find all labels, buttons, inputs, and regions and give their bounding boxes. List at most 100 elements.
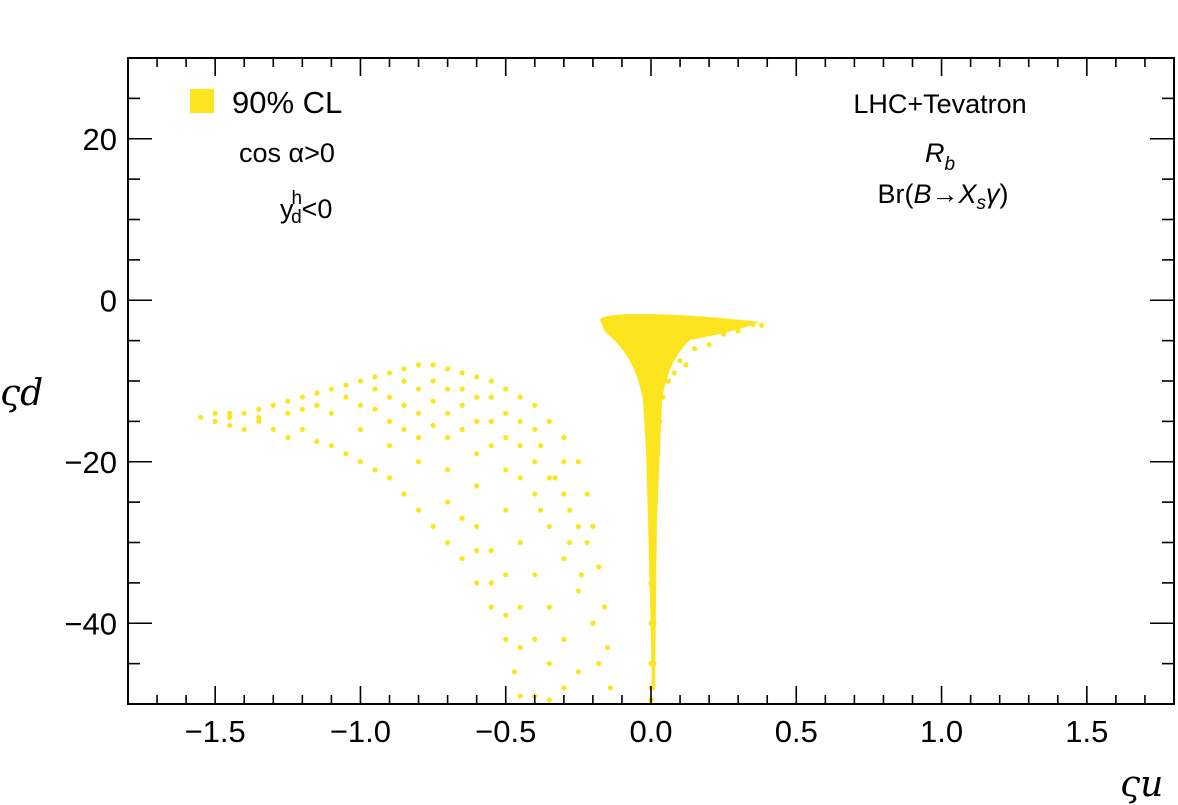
data-point-s0-65 [503,410,509,416]
data-point-s0-27 [584,491,590,497]
data-point-s0-45 [386,475,393,481]
data-point-s0-4 [256,406,262,412]
data-point-s0-39 [299,426,305,433]
axis-tick-labels: −1.5 −1.0 −0.5 0.0 0.5 1.0 1.5 −40 −20 0 20 [64,122,1108,749]
data-point-s0-74 [532,459,538,465]
data-point-s0-78 [415,434,422,441]
data-point-s0-79 [445,434,451,441]
data-point-s0-87 [445,467,451,473]
data-point-s0-93 [561,636,567,643]
data-point-s0-58 [299,406,305,412]
data-point-s0-86 [415,459,422,465]
data-point-s0-10 [343,382,349,388]
data-point-s0-100 [532,636,538,643]
data-point-s0-90 [517,539,523,546]
data-point-s0-72 [474,418,480,424]
data-point-s0-71 [445,410,451,416]
data-point-s0-66 [532,426,538,433]
data-point-s0-102 [561,685,567,691]
data-point-s0-28 [590,523,596,529]
data-point-s0-117 [430,378,436,384]
data-point-s0-23 [532,402,538,408]
data-point-s0-101 [546,661,552,667]
data-point-s0-131 [546,475,552,481]
data-point-s0-5 [270,402,276,408]
data-point-s0-107 [517,644,523,651]
data-point-s0-1 [212,410,218,416]
data-point-s0-29 [596,564,602,570]
data-point-s0-103 [459,515,465,521]
x-tick-label-2: −0.5 [475,714,536,749]
data-point-s0-135 [430,422,436,429]
data-point-s0-120 [343,394,349,400]
data-point-s0-13 [386,370,393,376]
data-point-s1-9 [758,322,765,328]
central-funnel-layer [600,314,760,690]
condition-cos-alpha: cos α>0 [239,138,335,168]
x-tick-label-3: 0.0 [629,714,672,749]
data-point-s0-57 [546,697,552,703]
data-point-s0-110 [584,539,590,546]
data-point-s0-92 [546,604,552,610]
data-point-s0-19 [474,374,480,380]
data-point-s0-82 [532,491,538,497]
data-point-s0-6 [285,398,291,404]
data-point-s0-113 [537,443,544,449]
data-point-s0-128 [459,402,465,408]
data-point-s0-41 [328,443,334,449]
data-point-s1-22 [691,346,698,352]
data-point-s0-49 [445,539,451,546]
data-point-s0-60 [357,402,364,408]
data-point-s0-3 [241,410,247,416]
data-point-s0-139 [537,507,544,513]
x-tick-label-6: 1.5 [1065,714,1108,749]
data-point-s0-16 [430,362,436,368]
data-point-s0-96 [474,523,480,529]
data-point-s0-98 [503,572,509,578]
x-tick-label-0: −1.5 [185,714,246,749]
data-point-s1-27 [677,358,683,364]
data-point-s0-95 [445,499,451,505]
data-point-s0-138 [517,475,523,481]
data-point-s0-0 [198,414,204,420]
data-point-s0-122 [285,410,291,416]
data-point-s0-59 [328,410,334,416]
data-point-s0-132 [567,539,573,546]
x-tick-label-5: 1.0 [920,714,963,749]
data-point-s0-31 [604,644,611,651]
data-point-s0-26 [575,459,581,465]
data-point-s0-2 [227,414,233,420]
data-point-s0-114 [517,418,523,424]
data-point-s0-42 [343,451,349,457]
axis-ticks [128,57,1174,705]
data-point-s0-75 [561,491,567,497]
data-point-s0-115 [488,394,494,400]
data-point-s0-129 [488,418,494,424]
legend-label: 90% CL [232,85,342,120]
data-point-s0-108 [590,620,596,626]
data-point-s0-89 [503,507,509,513]
data-point-s0-9 [328,386,334,392]
data-point-s0-8 [314,390,320,396]
data-point-s0-15 [415,362,422,368]
data-point-s0-20 [488,378,494,384]
data-point-s0-47 [415,507,422,513]
data-point-s0-62 [415,386,422,392]
legend-swatch [190,89,214,113]
data-point-s0-22 [517,394,523,400]
data-point-s0-99 [517,604,523,610]
data-point-s0-11 [357,378,364,384]
data-point-s0-123 [256,414,262,420]
data-point-s0-83 [546,523,552,529]
data-point-s0-69 [386,418,393,424]
data-point-s0-46 [401,491,407,497]
data-point-s0-112 [552,475,558,481]
data-point-s0-51 [474,580,480,586]
data-point-s0-80 [474,451,480,457]
data-point-s0-125 [372,406,378,412]
data-point-s0-134 [401,426,407,433]
data-point-s0-121 [314,402,320,408]
data-point-s0-64 [474,394,480,400]
data-point-s0-81 [503,467,509,473]
